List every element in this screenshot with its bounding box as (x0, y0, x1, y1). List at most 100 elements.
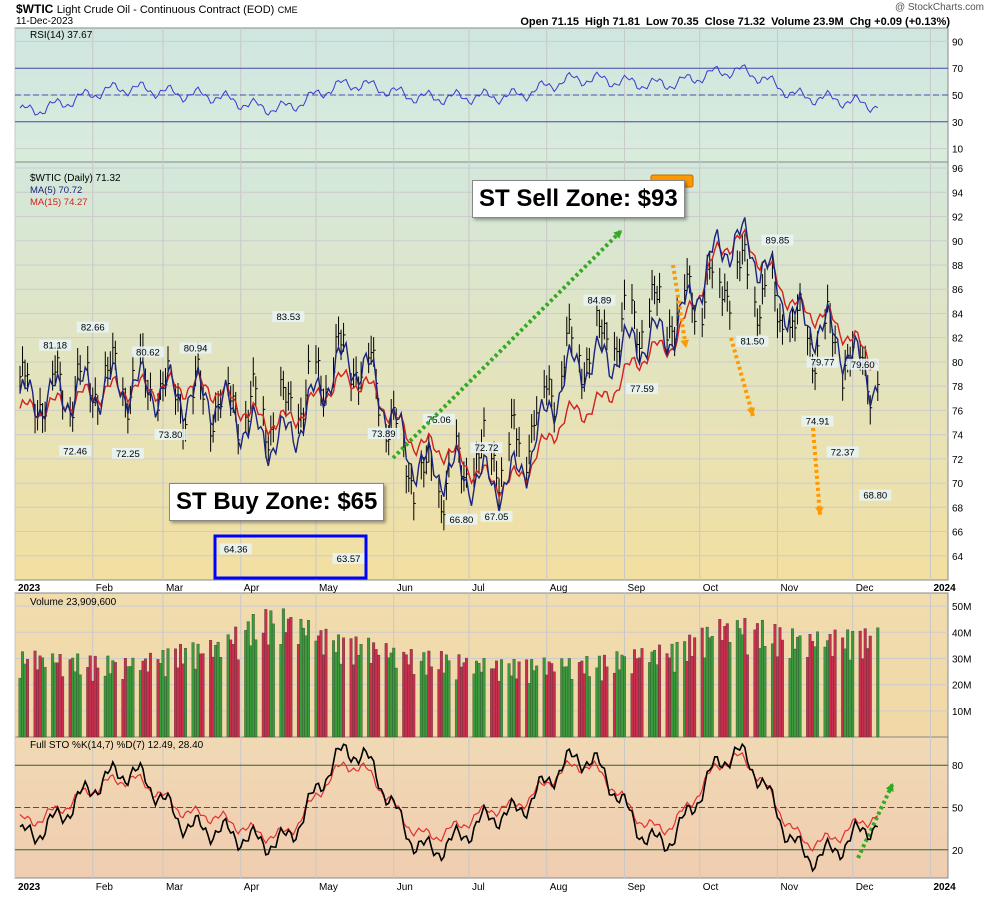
x-tick-label: Dec (856, 583, 874, 594)
down-arrow-2-head (746, 407, 756, 416)
volume-bar (532, 670, 536, 738)
volume-bar (776, 656, 779, 738)
volume-bar (454, 679, 458, 738)
x-tick-label: Oct (703, 583, 719, 594)
y-tick-label: 88 (952, 261, 964, 272)
volume-bar (18, 677, 22, 738)
volume-bar (813, 646, 817, 738)
y-tick-label: 30M (952, 654, 971, 665)
volume-bar (58, 654, 62, 738)
buy-zone-callout: ST Buy Zone: $65 (169, 483, 385, 521)
down-arrow-3 (811, 427, 822, 516)
volume-bar (630, 673, 634, 738)
volume-bar (439, 651, 443, 738)
price-label: 68.80 (863, 491, 887, 502)
price-label-bg (367, 427, 400, 439)
volume-bar (236, 659, 240, 738)
y-tick-label: 92 (952, 213, 964, 224)
price-label: 79.77 (811, 358, 835, 369)
volume-bar (725, 623, 729, 738)
volume-bar (68, 659, 72, 738)
volume-bar (700, 627, 704, 738)
x-tick-label: Nov (780, 583, 798, 594)
volume-bar (284, 632, 288, 738)
x-tick-label: Mar (166, 882, 184, 893)
price-label: 73.80 (159, 430, 183, 441)
volume-bar (191, 642, 195, 738)
volume-bar (650, 651, 654, 738)
x-tick-label: May (319, 882, 338, 893)
volume-bar (876, 627, 880, 738)
volume-bar (831, 656, 835, 738)
volume-bar (437, 669, 441, 738)
volume-bar (219, 657, 223, 738)
volume-bar (131, 657, 135, 738)
volume-bar (148, 652, 152, 738)
volume-bar (372, 642, 376, 738)
volume-bar (542, 657, 546, 738)
price-label-bg (470, 442, 503, 454)
volume-bar (617, 669, 621, 738)
volume-bar (387, 657, 391, 738)
volume-bar (23, 663, 27, 738)
y-tick-label: 84 (952, 309, 964, 320)
volume-bar (201, 653, 205, 738)
x-tick-label: Apr (244, 583, 260, 594)
y-tick-label: 10M (952, 707, 971, 718)
volume-bar (332, 640, 335, 738)
volume-bar (317, 635, 320, 738)
volume-bar (194, 668, 198, 738)
y-tick-label: 66 (952, 528, 964, 539)
quote-summary: Open 71.15 High 71.81 Low 70.35 Close 71.32… (514, 16, 950, 28)
volume-bar (407, 664, 411, 738)
volume-bar (427, 650, 431, 738)
sell-zone-callout: ST Sell Zone: $93 (472, 180, 685, 218)
volume-bar (138, 670, 142, 738)
price-label-bg (859, 489, 892, 501)
volume-bar (91, 680, 95, 738)
volume-bar (78, 674, 82, 738)
exchange: CME (277, 5, 298, 15)
volume-bar (254, 639, 258, 738)
price-label-bg (131, 346, 164, 358)
volume-bar (738, 628, 742, 738)
y-tick-label: 20 (952, 846, 964, 857)
volume-bar (582, 673, 586, 738)
volume-bar (304, 635, 308, 738)
volume-bar (106, 655, 110, 738)
volume-bar (181, 663, 185, 738)
x-tick-label: Aug (550, 583, 568, 594)
volume-bar (770, 643, 774, 738)
volume-bar (161, 650, 165, 738)
price-label: 63.57 (337, 554, 361, 565)
volume-bar (793, 648, 797, 738)
price-label-bg (111, 447, 144, 459)
volume-bar (633, 649, 636, 738)
volume-bar (658, 644, 662, 738)
volume-bar (121, 679, 125, 738)
price-label-bg (626, 383, 659, 395)
volume-bar (826, 640, 830, 738)
volume-bar (673, 671, 677, 738)
volume-bar (753, 629, 757, 738)
volume-bar (216, 641, 220, 738)
volume-bar (196, 643, 200, 738)
volume-bar (113, 662, 117, 738)
volume-bar (73, 671, 77, 738)
x-tick-label: Apr (244, 882, 260, 893)
down-arrow-1 (671, 264, 688, 349)
sto-d-line (19, 752, 879, 852)
price-label: 81.18 (43, 341, 67, 352)
volume-bar (705, 626, 709, 738)
volume-bar (743, 617, 747, 738)
x-tick-label: Dec (856, 882, 874, 893)
symbol: $WTIC (16, 2, 54, 16)
price-label-bg (736, 335, 769, 347)
volume-bar (419, 660, 423, 738)
volume-bar (482, 658, 486, 738)
price-label-bg (219, 543, 252, 555)
volume-bar (128, 666, 132, 738)
volume-bar (492, 668, 496, 738)
volume-bar (690, 655, 694, 738)
volume-bar (866, 648, 870, 738)
